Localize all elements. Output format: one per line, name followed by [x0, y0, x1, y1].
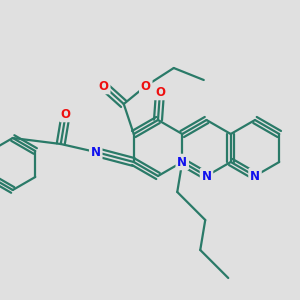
Text: O: O [61, 107, 71, 121]
Text: N: N [202, 169, 212, 182]
Text: N: N [177, 155, 187, 169]
Text: O: O [155, 85, 165, 98]
Text: O: O [99, 80, 109, 92]
Text: O: O [141, 80, 151, 92]
Text: N: N [250, 169, 260, 182]
Text: N: N [91, 146, 101, 158]
